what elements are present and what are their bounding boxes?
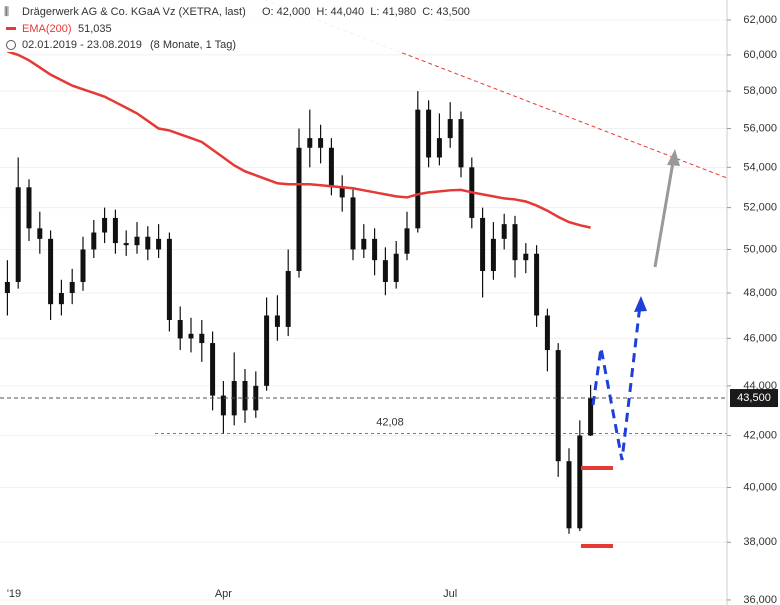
- y-tick-label: 38,000: [743, 536, 777, 548]
- candle-body: [156, 238, 162, 250]
- candle-body: [328, 147, 334, 188]
- support-label: 42,08: [376, 416, 404, 428]
- candle-body: [166, 238, 172, 321]
- projection-arrow: [653, 161, 675, 268]
- last-price-box: [730, 389, 778, 408]
- y-tick-label: 60,000: [743, 49, 777, 61]
- candle-body: [393, 253, 399, 282]
- legend-value: 51,035: [78, 23, 112, 35]
- candle-body: [220, 395, 226, 416]
- y-tick-label: 62,000: [743, 14, 777, 26]
- candle-body: [318, 138, 324, 148]
- candle-body: [544, 315, 550, 351]
- y-tick-label: 42,000: [743, 429, 777, 441]
- candle-body: [458, 119, 464, 168]
- candle-body: [69, 281, 75, 294]
- y-tick-label: 40,000: [743, 481, 777, 493]
- candle-body: [199, 333, 205, 344]
- candle-body: [296, 147, 302, 272]
- candle-body: [361, 238, 367, 250]
- candle-body: [177, 320, 183, 339]
- plot: 42,08: [0, 50, 727, 534]
- header: ⫼ Drägerwerk AG & Co. KGaA Vz (XETRA, la…: [0, 0, 470, 52]
- candle-body: [134, 236, 140, 246]
- legend-label: EMA(200): [22, 23, 72, 35]
- chart-title: Drägerwerk AG & Co. KGaA Vz (XETRA, last…: [22, 6, 246, 18]
- candle-body: [242, 381, 248, 411]
- target-bar: [581, 544, 613, 548]
- candle-body: [588, 398, 594, 436]
- legend-swatch: [6, 27, 16, 30]
- x-tick-label: Jul: [443, 588, 457, 600]
- candle-body: [523, 253, 529, 261]
- arrow-head: [634, 296, 647, 312]
- candle-body: [566, 461, 572, 529]
- annotations: [581, 149, 680, 548]
- candle-body: [145, 236, 151, 250]
- range-note: (8 Monate, 1 Tag): [150, 39, 236, 51]
- candle-body: [91, 232, 97, 250]
- arrow-head: [667, 149, 680, 166]
- candle-body: [577, 435, 583, 529]
- candle-body: [534, 253, 540, 316]
- candle-body: [436, 138, 442, 158]
- candle-body: [264, 315, 270, 386]
- candle-body: [480, 217, 486, 272]
- x-tick-label: Apr: [215, 588, 232, 600]
- candle-body: [4, 281, 10, 294]
- target-bar: [581, 466, 613, 470]
- candle-body: [123, 243, 129, 246]
- y-tick-label: 46,000: [743, 332, 777, 344]
- candle-body: [210, 343, 216, 396]
- candle-body: [307, 138, 313, 148]
- clock-icon: [6, 40, 16, 50]
- candle-body: [102, 217, 108, 233]
- y-tick-label: 48,000: [743, 287, 777, 299]
- candle-body: [426, 109, 432, 158]
- symbol-icon: ⫼: [4, 6, 9, 18]
- candle-body: [80, 249, 86, 282]
- y-tick-label: 44,000: [743, 380, 777, 392]
- projection-arrow: [591, 304, 642, 461]
- candle-body: [512, 224, 518, 261]
- y-tick-label: 52,000: [743, 202, 777, 214]
- x-tick-label: '19: [7, 588, 21, 600]
- range-label: 02.01.2019 - 23.08.2019: [22, 39, 142, 51]
- candle-body: [382, 260, 388, 282]
- candle-body: [58, 293, 64, 305]
- candle-body: [37, 228, 43, 239]
- y-tick-label: 36,000: [743, 594, 777, 605]
- candle-body: [339, 187, 345, 198]
- trend-line: [264, 0, 728, 179]
- header-bg: [0, 0, 445, 52]
- candle-body: [404, 228, 410, 254]
- candle-body: [447, 119, 453, 139]
- candle-body: [501, 224, 507, 239]
- grid: [0, 19, 727, 601]
- candle-body: [188, 333, 194, 339]
- y-tick-label: 56,000: [743, 122, 777, 134]
- candle-body: [285, 271, 291, 327]
- y-axis: 36,000 38,000 40,000 42,000 44,000 46,000 48,0…: [7, 14, 778, 605]
- candle-body: [415, 109, 421, 229]
- candle-body: [26, 187, 32, 229]
- y-tick-label: 58,000: [743, 85, 777, 97]
- last-price-label: 43,500: [737, 392, 771, 404]
- y-tick-label: 50,000: [743, 243, 777, 255]
- candle-body: [490, 238, 496, 272]
- candle-body: [48, 238, 54, 305]
- y-tick-label: 54,000: [743, 161, 777, 173]
- candle-body: [372, 238, 378, 261]
- candle-body: [112, 217, 118, 244]
- candle-body: [274, 315, 280, 327]
- ema-line: [7, 50, 591, 229]
- candle-body: [15, 187, 21, 282]
- candle-body: [350, 197, 356, 250]
- candle-body: [555, 350, 561, 462]
- ohlc-label: O: 42,000 H: 44,040 L: 41,980 C: 43,500: [262, 6, 470, 18]
